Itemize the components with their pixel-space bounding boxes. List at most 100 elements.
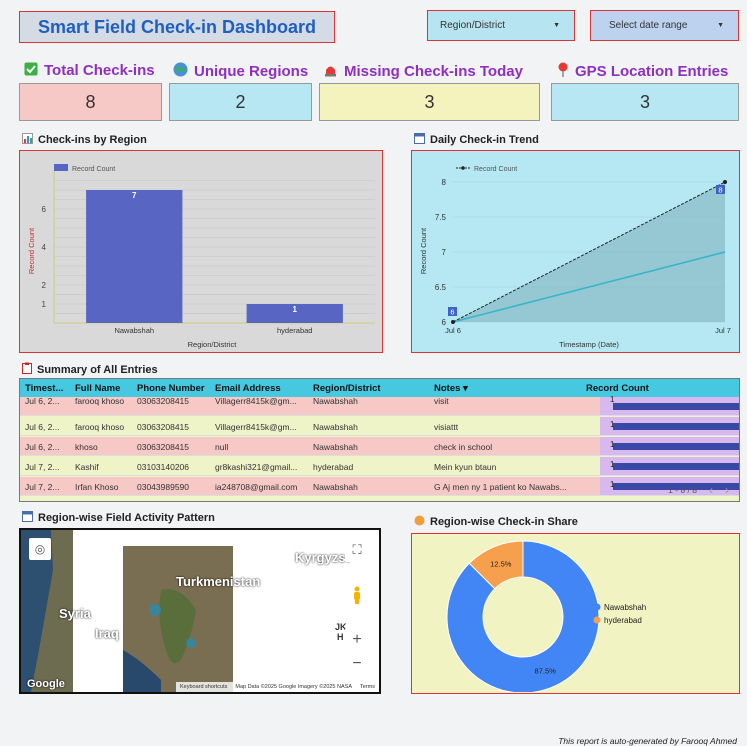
- map-label-turkmenistan: Turkmenistan: [176, 574, 261, 589]
- region-filter-dropdown[interactable]: Region/District ▼: [427, 10, 575, 41]
- kpi-gps-entries-label: GPS Location Entries: [557, 62, 728, 80]
- zoom-in-icon[interactable]: +: [352, 631, 362, 648]
- zoom-controls: + −: [345, 628, 369, 676]
- col-phone[interactable]: Phone Number: [137, 383, 205, 394]
- y-tick-label: 6.5: [435, 283, 447, 292]
- record-count-bar: [613, 483, 739, 490]
- chevron-down-icon: ▼: [717, 22, 724, 29]
- bar-hyderabad: [246, 304, 343, 323]
- date-range-picker[interactable]: Select date range ▼: [590, 10, 739, 41]
- summary-title: Summary of All Entries: [22, 362, 158, 377]
- legend-marker: [593, 616, 601, 624]
- region-filter-label: Region/District: [440, 20, 506, 31]
- map-label-syria: Syria: [59, 606, 91, 621]
- pin-icon: [557, 62, 569, 80]
- record-count-bar: [613, 443, 739, 450]
- data-point: [451, 320, 455, 324]
- kpi-total-checkins-label: Total Check-ins: [24, 62, 155, 79]
- zoom-out-icon[interactable]: −: [352, 655, 362, 672]
- table-row[interactable]: Jul 7, 2... Irfan Khoso 03043989590 ia24870…: [20, 477, 739, 496]
- record-count-bar: [613, 403, 739, 410]
- kpi-total-checkins-value: 8: [19, 83, 162, 121]
- x-tick-label: Jul 7: [715, 326, 731, 335]
- cell-full-name: khoso: [75, 442, 98, 452]
- region-share-donut-chart: 87.5% 12.5% Nawabshah hyderabad: [411, 533, 740, 694]
- globe-icon: [173, 62, 188, 80]
- record-count-bar: [613, 463, 739, 470]
- cell-email: null: [215, 442, 229, 452]
- prev-page-icon[interactable]: ‹: [709, 483, 713, 497]
- region-chart-title: Check-ins by Region: [22, 133, 147, 147]
- col-full-name[interactable]: Full Name: [75, 383, 121, 394]
- table-row[interactable]: Jul 7, 2... Kashif 03103140206 gr8kashi321@…: [20, 457, 739, 476]
- cell-email: Villagerr8415k@gm...: [215, 396, 297, 406]
- activity-map[interactable]: Syria Iraq Turkmenistan Kyrgyzst JK H ◎ …: [19, 528, 381, 694]
- cell-phone: 03063208415: [137, 442, 190, 452]
- kpi-unique-regions-value: 2: [169, 83, 312, 121]
- col-region[interactable]: Region/District: [313, 383, 381, 394]
- locate-icon[interactable]: ◎: [29, 538, 51, 560]
- map-label-jk: JK: [335, 622, 347, 632]
- checkbox-icon: [24, 62, 38, 79]
- col-record-count[interactable]: Record Count: [586, 383, 649, 394]
- calendar-icon: [22, 511, 33, 525]
- cell-record-count: 1: [600, 417, 739, 435]
- trend-area-chart: Record Count 6 6.5 7 7.5 8 6 8 Jul 6 Jul 7 Timesta…: [411, 150, 740, 353]
- cell-notes: G Aj men ny 1 patient ko Nawabs...: [434, 482, 567, 492]
- map-title: Region-wise Field Activity Pattern: [22, 511, 215, 525]
- trend-line: [452, 251, 726, 323]
- record-count-value: 1: [610, 395, 615, 404]
- y-tick-label: 7: [442, 248, 447, 257]
- keyboard-shortcuts-link[interactable]: Keyboard shortcuts: [179, 684, 228, 690]
- cell-record-count: 1: [600, 437, 739, 455]
- cell-region: Nawabshah: [313, 442, 358, 452]
- y-axis-title: Record Count: [27, 227, 36, 274]
- col-timestamp[interactable]: Timest...: [25, 383, 64, 394]
- bar-chart-icon: [22, 133, 33, 147]
- cell-email: gr8kashi321@gmail...: [215, 462, 298, 472]
- cell-phone: 03063208415: [137, 422, 190, 432]
- legend-label: Record Count: [474, 166, 517, 173]
- data-label: 8: [718, 186, 722, 195]
- slice-label: 12.5%: [490, 559, 512, 568]
- kpi-unique-regions-label: Unique Regions: [173, 62, 308, 80]
- legend-label: Nawabshah: [604, 603, 646, 612]
- table-row[interactable]: Jul 6, 2... farooq khoso 03063208415 Villag…: [20, 395, 739, 416]
- cell-timestamp: Jul 6, 2...: [25, 396, 60, 406]
- terms-link[interactable]: Terms: [360, 684, 375, 690]
- legend-marker: [593, 603, 601, 611]
- cell-notes: visiattt: [434, 422, 459, 432]
- record-count-value: 1: [610, 420, 615, 429]
- bar-data-label: 1: [293, 305, 298, 314]
- col-email[interactable]: Email Address: [215, 383, 281, 394]
- data-point: [723, 180, 727, 184]
- clipboard-icon: [22, 362, 32, 377]
- fullscreen-icon[interactable]: ⛶: [345, 538, 369, 562]
- data-label-bg: [448, 307, 457, 316]
- dashboard-title: Smart Field Check-in Dashboard: [37, 16, 317, 37]
- table-row[interactable]: Jul 6, 2... farooq khoso 03063208415 Villag…: [20, 417, 739, 436]
- region-bar-chart: Record Count 1 2 4 6 7 Nawabshah 1 hyderabad Regi…: [19, 150, 383, 353]
- cell-full-name: Irfan Khoso: [75, 482, 119, 492]
- x-axis-title: Timestamp (Date): [559, 340, 619, 349]
- col-notes[interactable]: Notes ▾: [434, 383, 468, 394]
- data-label-bg: [716, 185, 725, 194]
- map-label-iraq: Iraq: [95, 626, 119, 641]
- cell-region: Nawabshah: [313, 482, 358, 492]
- pagination-label: 1 - 8 / 8: [668, 485, 697, 495]
- cell-timestamp: Jul 6, 2...: [25, 442, 60, 452]
- cell-record-count: 1: [600, 457, 739, 475]
- kpi-missing-checkins-value: 3: [319, 83, 540, 121]
- cell-full-name: Kashif: [75, 462, 99, 472]
- next-page-icon[interactable]: ›: [725, 483, 729, 497]
- pegman-icon[interactable]: [345, 582, 369, 608]
- chevron-down-icon: ▼: [553, 22, 560, 29]
- cell-notes: Mein kyun btaun: [434, 462, 497, 472]
- trend-area-chart-svg: Record Count 6 6.5 7 7.5 8 6 8 Jul 6 Jul 7 Timesta…: [419, 166, 731, 349]
- table-row[interactable]: Jul 6, 2... khoso 03063208415 null Nawabshah…: [20, 437, 739, 456]
- map-data-text: Map Data ©2025 Google Imagery ©2025 NASA: [235, 684, 353, 690]
- cell-record-count: 1: [600, 395, 739, 415]
- cell-region: hyderabad: [313, 462, 354, 472]
- area-fill: [453, 182, 725, 322]
- cell-phone: 03103140206: [137, 462, 190, 472]
